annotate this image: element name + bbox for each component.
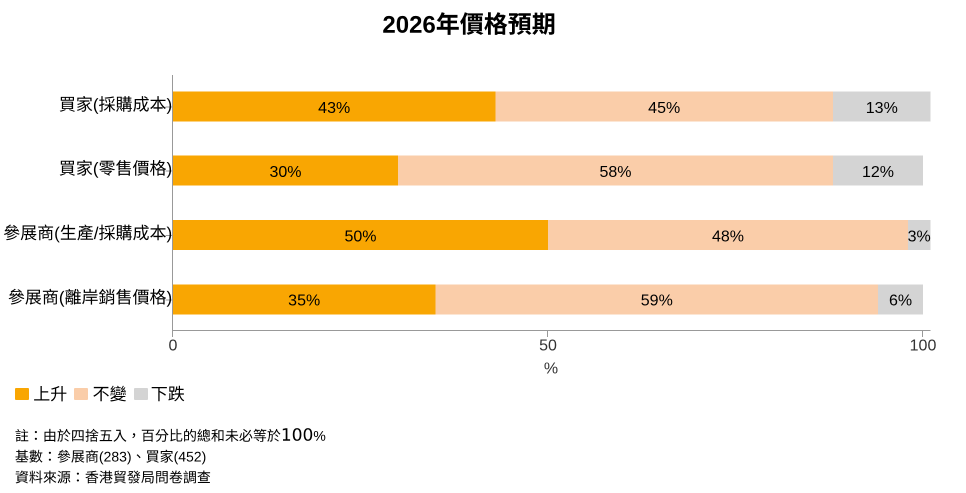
svg-text:0: 0	[169, 338, 178, 355]
svg-text:6%: 6%	[889, 293, 912, 310]
svg-text:13%: 13%	[866, 100, 898, 117]
svg-text:45%: 45%	[648, 100, 680, 117]
svg-text:50: 50	[539, 338, 557, 355]
svg-text:48%: 48%	[712, 228, 744, 245]
svg-text:35%: 35%	[288, 293, 320, 310]
svg-text:59%: 59%	[641, 293, 673, 310]
svg-text:%: %	[544, 360, 558, 377]
svg-text:3%: 3%	[908, 228, 931, 245]
svg-text:30%: 30%	[269, 164, 301, 181]
svg-text:100: 100	[910, 338, 937, 355]
svg-text:12%: 12%	[862, 164, 894, 181]
svg-text:58%: 58%	[599, 164, 631, 181]
svg-text:43%: 43%	[318, 100, 350, 117]
svg-text:50%: 50%	[344, 228, 376, 245]
